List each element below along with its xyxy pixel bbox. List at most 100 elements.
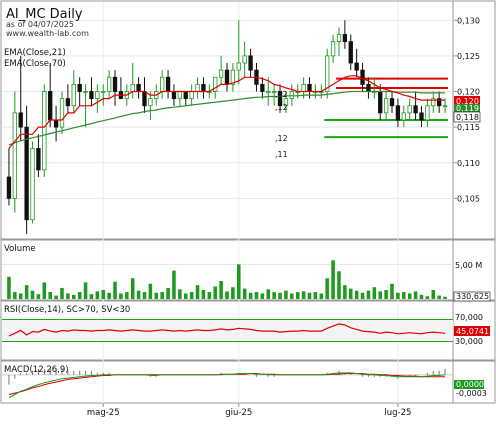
volume-bar: [89, 294, 94, 299]
candle-body: [53, 119, 59, 128]
volume-bar: [95, 291, 100, 299]
candle-body: [136, 83, 141, 92]
candles-layer: [6, 20, 448, 234]
candle-body: [401, 112, 406, 121]
rsi-label: RSI(Close,14), SC>70, SV<30: [4, 305, 130, 315]
candle-body: [248, 55, 253, 71]
volume-last-tag: [453, 291, 491, 302]
volume-bar: [290, 293, 294, 299]
chart-title: AI_MC Daily: [6, 7, 83, 22]
candle-body: [36, 148, 41, 171]
volume-bar: [313, 292, 318, 299]
volume-layer: [7, 260, 447, 299]
candle-body: [271, 91, 277, 93]
macd-label: MACD(12,26,9): [4, 365, 69, 375]
candle-body: [189, 91, 194, 100]
signal-last-value: -0,0003: [456, 389, 487, 398]
candle-body: [112, 76, 118, 92]
rsi-last-value: 45,0741: [456, 327, 489, 336]
ema70-line: [8, 90, 446, 146]
x-tick-label: mag-25: [87, 408, 120, 418]
candle-body: [325, 55, 330, 92]
x-tick-label: lug-25: [384, 408, 411, 418]
candle-body: [71, 83, 76, 107]
volume-bar: [372, 287, 377, 299]
volume-panel-frame: [0, 239, 496, 301]
candle-body: [77, 83, 82, 92]
volume-bar: [136, 290, 141, 299]
volume-bar: [172, 270, 176, 299]
volume-label: Volume: [4, 244, 36, 254]
rsi-panel-frame: [0, 300, 496, 361]
level-label-4: ,11: [275, 150, 288, 159]
volume-bar: [36, 294, 41, 299]
candle-body: [336, 34, 342, 43]
price-tick-label: 0,105: [457, 194, 480, 203]
candle-body: [277, 91, 283, 107]
volume-bar: [242, 288, 247, 299]
candle-body: [95, 91, 100, 100]
volume-bar: [83, 282, 88, 299]
candle-body: [283, 98, 289, 107]
candle-body: [307, 83, 312, 92]
volume-bar: [213, 286, 217, 299]
ema70-legend: EMA(Close,70): [4, 59, 66, 69]
candle-body: [195, 83, 200, 92]
volume-bar: [178, 289, 182, 299]
volume-bar: [13, 292, 17, 299]
candle-body: [407, 105, 412, 114]
candle-body: [59, 98, 65, 128]
macd-panel-frame: [0, 360, 496, 404]
ema21-value-tag: [454, 96, 480, 106]
macd-line: [8, 372, 446, 399]
volume-bar: [319, 293, 324, 299]
volume-bar: [42, 282, 47, 299]
volume-bar: [207, 292, 212, 299]
volume-bar: [378, 291, 382, 299]
candle-body: [12, 112, 18, 199]
grid-layer: [2, 2, 453, 403]
price-axis: 0,130 0,125 0,120 0,115 0,110 0,105: [453, 16, 480, 203]
rsi-layer: [2, 319, 453, 342]
volume-tick: 5,00 M: [455, 261, 482, 270]
volume-bar: [402, 292, 406, 299]
level-label-2: ,12: [275, 103, 288, 112]
candle-body: [201, 83, 206, 92]
volume-bar: [425, 296, 430, 299]
volume-bar: [219, 281, 223, 299]
price-tick-label: 0,125: [457, 52, 480, 61]
volume-bar: [7, 276, 11, 299]
volume-bar: [354, 290, 359, 299]
last-close-tag: [453, 111, 481, 123]
volume-last-value: 330,625: [456, 292, 489, 301]
candle-body: [425, 105, 430, 121]
volume-bar: [337, 271, 341, 299]
candle-body: [24, 126, 29, 221]
rsi-last-tag: [454, 326, 490, 336]
volume-bar: [113, 281, 117, 299]
volume-bar: [154, 292, 159, 299]
macd-last-value: 0,0000: [456, 380, 484, 389]
candle-body: [148, 98, 153, 107]
candle-body: [142, 91, 147, 107]
price-tick-label: 0,130: [457, 16, 480, 25]
volume-bar: [72, 294, 76, 299]
candle-body: [165, 76, 171, 92]
candle-body: [436, 98, 442, 107]
macd-last-tag: [454, 380, 484, 389]
candle-body: [230, 69, 236, 85]
volume-bar: [384, 290, 388, 299]
volume-bar: [254, 292, 259, 299]
volume-bar: [231, 287, 235, 299]
candle-body: [183, 91, 188, 100]
candle-body: [419, 112, 424, 121]
volume-bar: [77, 292, 82, 299]
volume-bar: [107, 292, 111, 299]
x-tick-label: giu-25: [225, 408, 252, 418]
volume-bar: [272, 292, 276, 299]
candle-body: [389, 98, 395, 107]
candle-body: [160, 76, 165, 92]
volume-bar: [248, 292, 253, 299]
candle-body: [89, 91, 94, 100]
